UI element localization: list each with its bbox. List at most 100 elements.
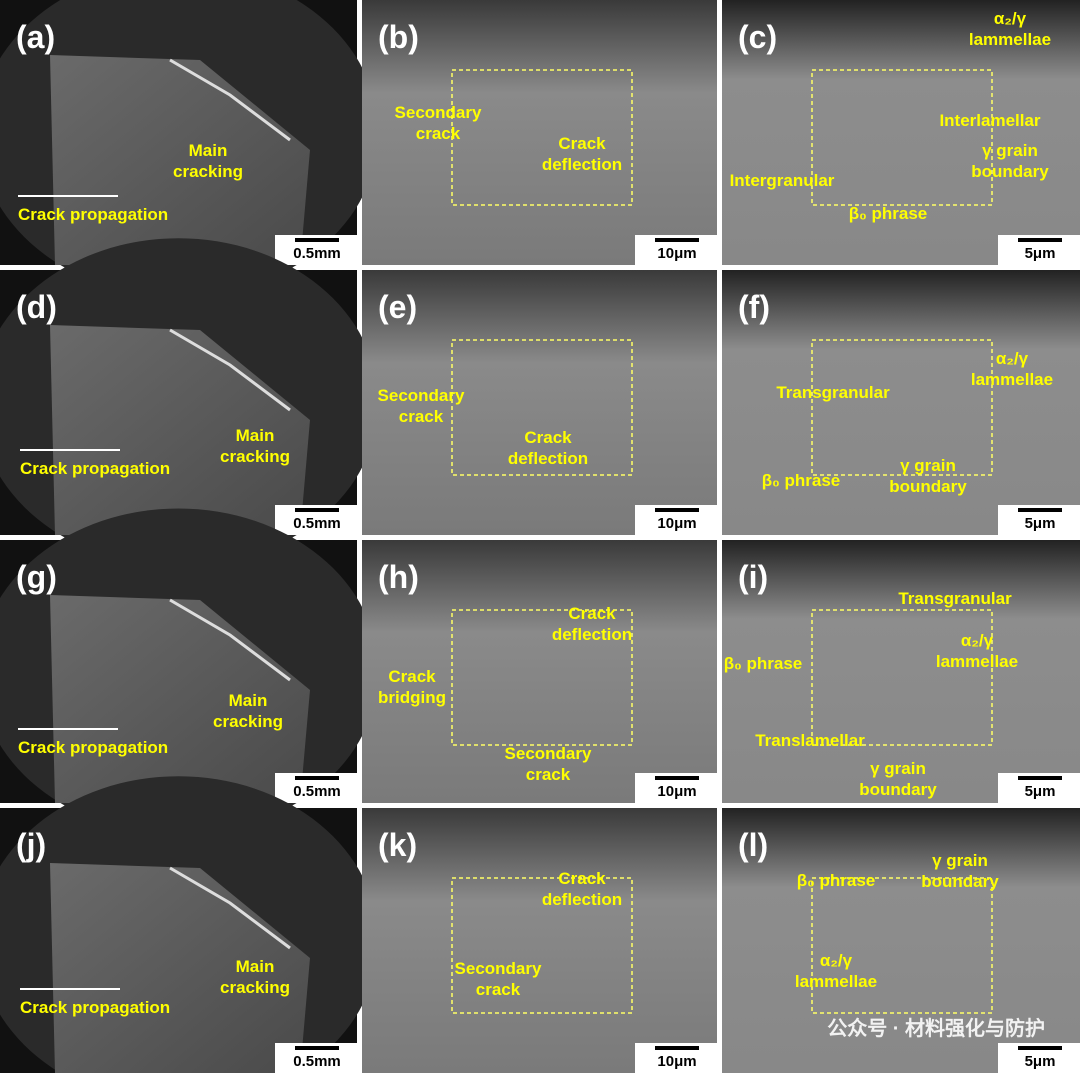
panel-label: (c) bbox=[738, 19, 777, 55]
panel: (a) 0.5mm Main cracking Crack propagation bbox=[0, 0, 379, 297]
scale-bar bbox=[655, 508, 699, 512]
roi-box bbox=[811, 69, 993, 206]
panel-label: (l) bbox=[738, 827, 768, 863]
annotation-line: γ grain bbox=[932, 851, 988, 870]
panel-label: (f) bbox=[738, 289, 770, 325]
annotation: Crack deflection bbox=[508, 428, 588, 468]
annotation: Crack deflection bbox=[552, 604, 632, 644]
annotation: Secondary crack bbox=[505, 744, 592, 784]
annotation: β₀ phrase bbox=[849, 204, 928, 223]
annotation-line: deflection bbox=[552, 625, 632, 644]
roi-box bbox=[451, 339, 633, 476]
crack bbox=[169, 598, 291, 682]
panel-image bbox=[722, 0, 1080, 265]
scale-bar bbox=[655, 1046, 699, 1050]
scale-bar-label: 10μm bbox=[657, 783, 696, 800]
panel: (c) 5μm α₂/γ lammellae Interlamellar γ grain b… bbox=[722, 0, 1080, 265]
scale-bar-label: 0.5mm bbox=[293, 1053, 341, 1070]
annotation-line: α₂/γ bbox=[994, 9, 1027, 28]
annotation-line: Crack propagation bbox=[18, 738, 168, 757]
annotation-line: Translamellar bbox=[755, 731, 865, 750]
panel: (j) 0.5mm Main cracking Crack propagation bbox=[0, 776, 379, 1073]
annotation: Main cracking bbox=[220, 957, 290, 997]
annotation: β₀ phrase bbox=[762, 471, 841, 490]
crack bbox=[169, 866, 291, 950]
annotation-line: lammellae bbox=[936, 652, 1018, 671]
panel-label: (k) bbox=[378, 827, 417, 863]
annotation-line: Secondary bbox=[505, 744, 592, 763]
panel-label: (h) bbox=[378, 559, 419, 595]
panel-label: (d) bbox=[16, 289, 57, 325]
panel: (l) 5μm β₀ phrase γ grain boundary α₂/γ lammel… bbox=[722, 808, 1080, 1073]
scale-bar-label: 0.5mm bbox=[293, 245, 341, 262]
scale-bar bbox=[1018, 776, 1062, 780]
scale-bar-label: 0.5mm bbox=[293, 515, 341, 532]
annotation: Main cracking bbox=[173, 141, 243, 181]
annotation-line: α₂/γ bbox=[820, 951, 853, 970]
watermark: 公众号 · 材料强化与防护 bbox=[827, 1016, 1045, 1040]
annotation-line: boundary bbox=[859, 780, 937, 799]
annotation-line: Main bbox=[236, 957, 275, 976]
annotation-line: Main bbox=[236, 426, 275, 445]
scale-bar bbox=[295, 776, 339, 780]
scale-bar bbox=[295, 1046, 339, 1050]
annotation: β₀ phrase bbox=[797, 871, 876, 890]
annotation-line: crack bbox=[476, 980, 521, 999]
annotation-line: Secondary bbox=[378, 386, 465, 405]
annotation-line: γ grain bbox=[870, 759, 926, 778]
scale-bar bbox=[295, 238, 339, 242]
annotation-line: β₀ phrase bbox=[762, 471, 841, 490]
scale-bar bbox=[1018, 508, 1062, 512]
scale-bar bbox=[1018, 238, 1062, 242]
panel-image bbox=[362, 0, 717, 265]
annotation-line: Crack propagation bbox=[18, 205, 168, 224]
panel: (e) 10μm Secondary crack Crack deflection bbox=[362, 270, 717, 535]
annotation-line: Main bbox=[229, 691, 268, 710]
scale-bar bbox=[655, 776, 699, 780]
annotation-line: cracking bbox=[213, 712, 283, 731]
annotation-line: Main bbox=[189, 141, 228, 160]
panel-label: (j) bbox=[16, 827, 46, 863]
annotation: Secondary crack bbox=[455, 959, 542, 999]
annotation-line: Crack bbox=[558, 869, 606, 888]
annotation: Crack propagation bbox=[18, 738, 168, 757]
panel-image bbox=[362, 270, 717, 535]
annotation-line: crack bbox=[526, 765, 571, 784]
panel: (g) 0.5mm Main cracking Crack propagation bbox=[0, 508, 379, 835]
annotation-line: β₀ phrase bbox=[797, 871, 876, 890]
panel: (i) 5μm Transgranular α₂/γ lammellae β₀ phras… bbox=[722, 540, 1080, 803]
annotation-line: Secondary bbox=[455, 959, 542, 978]
annotation-line: crack bbox=[416, 124, 461, 143]
panel-label: (a) bbox=[16, 19, 55, 55]
panel-label: (e) bbox=[378, 289, 417, 325]
annotation: Transgranular bbox=[776, 383, 890, 402]
annotation-line: bridging bbox=[378, 688, 446, 707]
annotation-line: crack bbox=[399, 407, 444, 426]
annotation: Crack propagation bbox=[20, 998, 170, 1017]
roi-box bbox=[451, 69, 633, 206]
panel-label: (g) bbox=[16, 559, 57, 595]
annotation-line: Interlamellar bbox=[939, 111, 1040, 130]
annotation-line: lammellae bbox=[795, 972, 877, 991]
annotation: Interlamellar bbox=[939, 111, 1040, 130]
annotation: Translamellar bbox=[755, 731, 865, 750]
annotation: α₂/γ lammellae bbox=[971, 349, 1053, 389]
roi-box bbox=[811, 609, 993, 746]
panel-label: (b) bbox=[378, 19, 419, 55]
annotation-line: cracking bbox=[173, 162, 243, 181]
annotation: γ grain boundary bbox=[889, 456, 967, 496]
scale-bar-label: 0.5mm bbox=[293, 783, 341, 800]
annotation: Crack propagation bbox=[20, 459, 170, 478]
annotation-line: Transgranular bbox=[898, 589, 1012, 608]
roi-box bbox=[451, 609, 633, 746]
annotation-line: γ grain bbox=[900, 456, 956, 475]
scale-bar bbox=[295, 508, 339, 512]
panel-image bbox=[362, 808, 717, 1073]
scale-bar-label: 5μm bbox=[1025, 783, 1056, 800]
scale-bar-label: 5μm bbox=[1025, 1053, 1056, 1070]
annotation: Secondary crack bbox=[395, 103, 482, 143]
scale-bar-label: 10μm bbox=[657, 1053, 696, 1070]
annotation-line: lammellae bbox=[971, 370, 1053, 389]
annotation: Secondary crack bbox=[378, 386, 465, 426]
